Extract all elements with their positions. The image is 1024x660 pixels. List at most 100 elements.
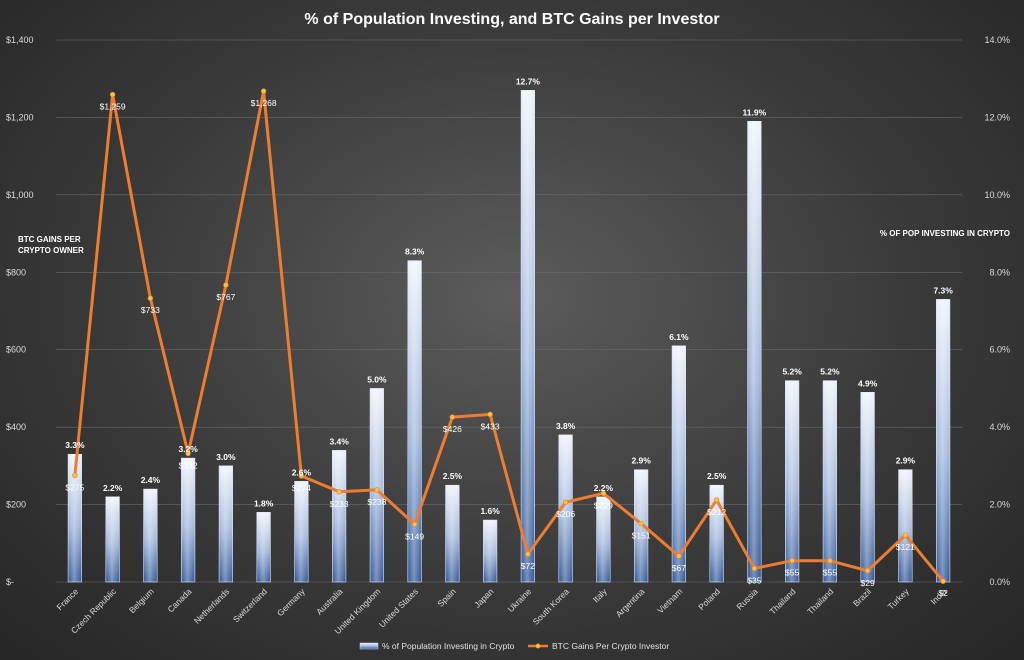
bar-data-label: 2.6% <box>292 467 312 477</box>
bar-highlight <box>785 380 799 582</box>
bar-highlight <box>68 454 82 582</box>
category-label: Spain <box>435 586 458 609</box>
right-tick-label: 4.0% <box>989 422 1010 432</box>
left-axis-title-line1: BTC GAINS PER <box>18 235 81 244</box>
bar-highlight <box>105 496 120 582</box>
right-tick-label: 6.0% <box>989 345 1010 355</box>
gridlines <box>56 39 962 583</box>
left-axis: $- $200 $400 $600 $800 $1,000 $1,200 $1,400 <box>6 35 34 587</box>
line-point <box>185 450 191 457</box>
line-point <box>298 473 305 479</box>
line-data-label: $1,268 <box>251 98 277 108</box>
line-point <box>449 414 456 420</box>
bar-highlight <box>936 299 950 582</box>
bar-highlight <box>672 345 686 582</box>
line-point <box>109 91 116 98</box>
bar-data-label: 5.2% <box>820 367 840 377</box>
line-data-label: $2 <box>938 588 948 598</box>
legend-bar-label: % of Population Investing in Crypto <box>382 641 515 651</box>
line-point <box>223 282 229 288</box>
left-axis-title-line2: CRYPTO OWNER <box>18 246 84 255</box>
line-data-label: $238 <box>367 497 386 507</box>
bar-highlight <box>143 489 158 582</box>
line-point <box>411 521 418 528</box>
line-point <box>72 472 78 479</box>
left-tick-label: $1,400 <box>6 35 34 45</box>
line-point <box>600 490 607 497</box>
category-label: Germany <box>275 586 307 618</box>
bar-data-label: 3.3% <box>65 440 85 450</box>
line-data-label: $233 <box>330 499 349 509</box>
legend-bar-swatch <box>359 642 379 650</box>
line-point <box>789 558 795 564</box>
bar-data-label: 4.9% <box>858 378 878 388</box>
line-point <box>525 551 531 557</box>
right-axis: 0.0% 2.0% 4.0% 6.0% 8.0% 10.0% 12.0% 14.0% <box>984 35 1010 587</box>
category-label: Belgium <box>127 586 156 615</box>
category-label: Ukraine <box>506 586 534 614</box>
line-point <box>902 532 909 538</box>
bar-highlight <box>294 481 309 582</box>
left-tick-label: $400 <box>6 422 26 432</box>
line-point <box>260 88 267 94</box>
line-data-label: $229 <box>594 500 613 510</box>
bar-data-label: 8.3% <box>405 247 425 257</box>
line-data-label: $151 <box>632 531 651 541</box>
line-point <box>713 497 720 503</box>
right-tick-label: 0.0% <box>989 577 1010 587</box>
legend: % of Population Investing in Crypto BTC … <box>359 641 669 651</box>
category-label: Argentina <box>614 586 647 619</box>
left-tick-label: $1,000 <box>6 190 34 200</box>
category-label: Australia <box>314 586 345 617</box>
bar-highlight <box>860 392 875 582</box>
category-label: Thailand <box>805 586 835 616</box>
line-data-label: $274 <box>292 483 311 493</box>
bar-data-label: 12.7% <box>516 76 541 86</box>
right-tick-label: 12.0% <box>984 112 1010 122</box>
bar-highlight <box>219 465 233 582</box>
line-data-label: $29 <box>861 578 875 588</box>
bar-data-label: 5.2% <box>782 367 802 377</box>
bar-data-label: 1.8% <box>254 498 274 508</box>
bar-highlight <box>823 380 837 582</box>
bar-data-labels: 3.3% 2.2% 2.4% 3.2% 3.0% 1.8% 2.6% 3.4% 5.0% 8.3%… <box>65 76 953 516</box>
category-label: France <box>55 586 81 612</box>
category-label: Brazil <box>851 586 873 608</box>
bar-highlight <box>558 434 573 582</box>
category-label: Switzerland <box>231 586 269 624</box>
category-label: Canada <box>165 586 193 614</box>
line-series <box>72 88 946 584</box>
left-tick-label: $200 <box>6 500 26 510</box>
right-axis-title: % OF POP INVESTING IN CRYPTO <box>880 229 1010 238</box>
bar-highlight <box>445 485 460 582</box>
bar-data-label: 1.6% <box>480 506 500 516</box>
line-data-label: $733 <box>141 305 160 315</box>
bar-data-label: 3.4% <box>329 436 349 446</box>
category-label: Russia <box>734 586 760 612</box>
bar-data-label: 2.5% <box>443 471 463 481</box>
bar-highlight <box>898 469 913 582</box>
line-point <box>940 578 946 584</box>
legend-line-marker <box>535 643 541 649</box>
category-label: Turkey <box>886 586 912 612</box>
bar-highlight <box>256 512 271 582</box>
left-tick-label: $1,200 <box>6 112 34 122</box>
right-tick-label: 10.0% <box>984 190 1010 200</box>
category-label: United States <box>377 586 420 629</box>
bar-data-label: 3.0% <box>216 452 236 462</box>
category-label: Thailand <box>767 586 797 616</box>
line-point <box>374 487 380 493</box>
line-data-labels: $275 $1,259 $733 $332 $767 $1,268 $274 $233 $238… <box>65 98 948 598</box>
line-point <box>336 489 342 495</box>
bar-data-label: 2.2% <box>103 483 123 493</box>
bar-highlight <box>596 496 611 582</box>
bar-highlight <box>370 388 384 582</box>
bar-highlight <box>709 485 724 582</box>
right-tick-label: 14.0% <box>984 35 1010 45</box>
line-data-label: $206 <box>556 509 575 519</box>
bar-highlight <box>483 520 497 582</box>
bar-data-label: 3.2% <box>178 444 198 454</box>
bar-data-label: 2.4% <box>141 475 161 485</box>
